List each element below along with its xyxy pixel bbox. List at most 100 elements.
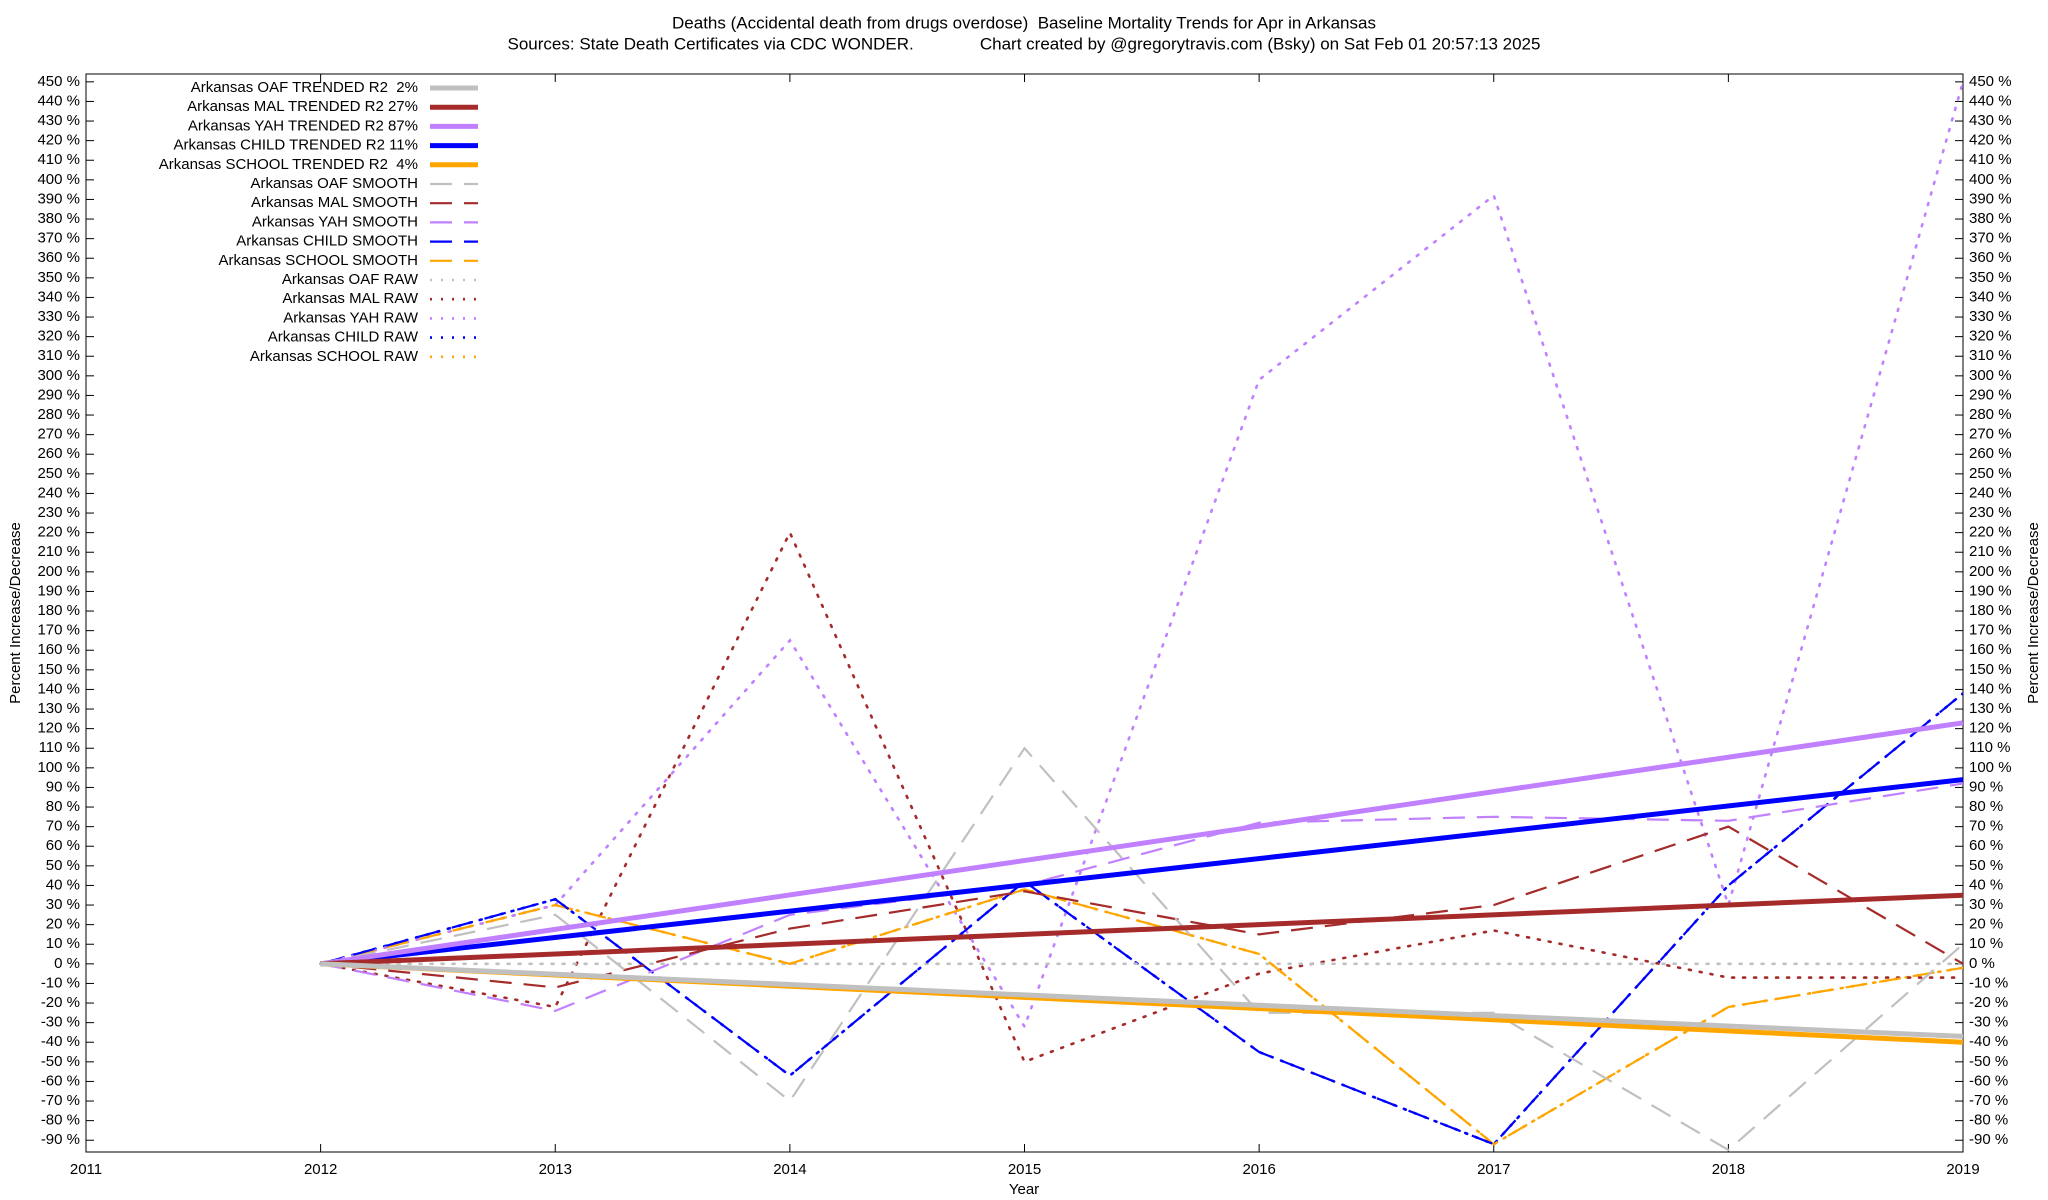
y-tick-label: 160 % xyxy=(37,641,80,658)
x-axis-label: Year xyxy=(1009,1181,1039,1198)
y-tick-label: 120 % xyxy=(37,720,80,737)
chart-subtitle: Sources: State Death Certificates via CD… xyxy=(508,34,1541,53)
y-tick-label: 30 % xyxy=(46,896,80,913)
legend-label: Arkansas SCHOOL SMOOTH xyxy=(219,252,418,269)
y2-tick-label: 280 % xyxy=(1969,406,2012,423)
x-tick-label: 2014 xyxy=(773,1161,806,1178)
y-tick-label: 430 % xyxy=(37,112,80,129)
y2-tick-label: 430 % xyxy=(1969,112,2012,129)
x-tick-label: 2018 xyxy=(1712,1161,1745,1178)
y-tick-label: 190 % xyxy=(37,582,80,599)
y-tick-label: 310 % xyxy=(37,347,80,364)
y-tick-label: -20 % xyxy=(41,994,80,1011)
y-tick-label: -30 % xyxy=(41,1014,80,1031)
y2-axis-label: Percent Increase/Decrease xyxy=(2025,522,2042,704)
y2-tick-label: 250 % xyxy=(1969,465,2012,482)
y-tick-label: 350 % xyxy=(37,269,80,286)
y2-tick-label: 420 % xyxy=(1969,132,2012,149)
y-tick-label: 170 % xyxy=(37,622,80,639)
y2-tick-label: 290 % xyxy=(1969,386,2012,403)
y-tick-label: 50 % xyxy=(46,857,80,874)
legend-label: Arkansas OAF SMOOTH xyxy=(250,175,418,192)
y-tick-label: 20 % xyxy=(46,916,80,933)
y2-tick-label: -60 % xyxy=(1969,1072,2008,1089)
x-tick-label: 2012 xyxy=(304,1161,337,1178)
y-tick-label: 220 % xyxy=(37,524,80,541)
y2-tick-label: -10 % xyxy=(1969,974,2008,991)
y2-tick-label: -80 % xyxy=(1969,1112,2008,1129)
y2-tick-label: 320 % xyxy=(1969,328,2012,345)
y2-tick-label: 110 % xyxy=(1969,739,2010,756)
series-line xyxy=(319,529,1963,1064)
y2-tick-label: 230 % xyxy=(1969,504,2012,521)
legend-label: Arkansas YAH TRENDED R2 87% xyxy=(188,117,418,134)
y-tick-label: 420 % xyxy=(37,132,80,149)
y-tick-label: 10 % xyxy=(46,935,80,952)
y-tick-label: 200 % xyxy=(37,563,80,580)
y-tick-label: 230 % xyxy=(37,504,80,521)
x-tick-label: 2019 xyxy=(1946,1161,1979,1178)
legend-label: Arkansas MAL RAW xyxy=(282,290,418,307)
y-tick-label: 100 % xyxy=(37,759,80,776)
legend-label: Arkansas OAF TRENDED R2 2% xyxy=(191,79,418,96)
y2-tick-label: 90 % xyxy=(1969,778,2003,795)
y2-tick-label: -70 % xyxy=(1969,1092,2008,1109)
series-line xyxy=(320,746,1963,1152)
y2-tick-label: 350 % xyxy=(1969,269,2012,286)
legend-label: Arkansas MAL SMOOTH xyxy=(251,194,418,211)
y-tick-label: 180 % xyxy=(37,602,80,619)
y-tick-label: 0 % xyxy=(54,955,80,972)
plot-lines xyxy=(319,80,1963,1152)
y2-tick-label: 120 % xyxy=(1969,720,2012,737)
y2-tick-label: 260 % xyxy=(1969,445,2012,462)
y-tick-label: -90 % xyxy=(41,1131,80,1148)
y2-tick-label: 130 % xyxy=(1969,700,2012,717)
legend-label: Arkansas CHILD SMOOTH xyxy=(236,233,418,250)
y2-tick-label: 180 % xyxy=(1969,602,2012,619)
series-line xyxy=(320,720,1963,967)
y-tick-label: 440 % xyxy=(37,92,80,109)
y2-tick-label: -30 % xyxy=(1969,1014,2008,1031)
y2-tick-label: 220 % xyxy=(1969,524,2012,541)
series-line xyxy=(320,777,1963,967)
y2-tick-label: 410 % xyxy=(1969,151,2012,168)
y-tick-label: -80 % xyxy=(41,1112,80,1129)
y2-tick-label: -50 % xyxy=(1969,1053,2008,1070)
y-tick-label: 280 % xyxy=(37,406,80,423)
y-tick-label: 300 % xyxy=(37,367,80,384)
y2-tick-label: 0 % xyxy=(1969,955,1995,972)
y-tick-label: 40 % xyxy=(46,876,80,893)
y2-tick-label: 20 % xyxy=(1969,916,2003,933)
y2-tick-label: 200 % xyxy=(1969,563,2012,580)
y-tick-label: 250 % xyxy=(37,465,80,482)
y2-tick-label: 400 % xyxy=(1969,171,2012,188)
series-line xyxy=(319,80,1963,1030)
y2-tick-label: 160 % xyxy=(1969,641,2012,658)
y-tick-label: 290 % xyxy=(37,386,80,403)
legend-label: Arkansas YAH SMOOTH xyxy=(252,213,418,230)
chart-title: Deaths (Accidental death from drugs over… xyxy=(672,13,1376,32)
y2-tick-label: 50 % xyxy=(1969,857,2003,874)
y-tick-label: -70 % xyxy=(41,1092,80,1109)
y2-tick-label: 170 % xyxy=(1969,622,2012,639)
y2-tick-label: 360 % xyxy=(1969,249,2012,266)
y2-tick-label: 270 % xyxy=(1969,426,2012,443)
y-tick-label: -40 % xyxy=(41,1033,80,1050)
series-line xyxy=(320,892,1963,967)
y-tick-label: 370 % xyxy=(37,230,80,247)
x-tick-label: 2016 xyxy=(1242,1161,1275,1178)
y-tick-label: 140 % xyxy=(37,680,80,697)
y2-tick-label: 380 % xyxy=(1969,210,2012,227)
y-tick-label: 360 % xyxy=(37,249,80,266)
y2-tick-label: 330 % xyxy=(1969,308,2012,325)
y-tick-label: 130 % xyxy=(37,700,80,717)
y2-tick-label: 30 % xyxy=(1969,896,2003,913)
y-tick-label: 380 % xyxy=(37,210,80,227)
y2-tick-label: 60 % xyxy=(1969,837,2003,854)
y2-tick-label: 240 % xyxy=(1969,484,2012,501)
y2-tick-label: 70 % xyxy=(1969,818,2003,835)
y-tick-label: 150 % xyxy=(37,661,80,678)
y2-tick-label: -90 % xyxy=(1969,1131,2008,1148)
y2-tick-label: 340 % xyxy=(1969,288,2012,305)
